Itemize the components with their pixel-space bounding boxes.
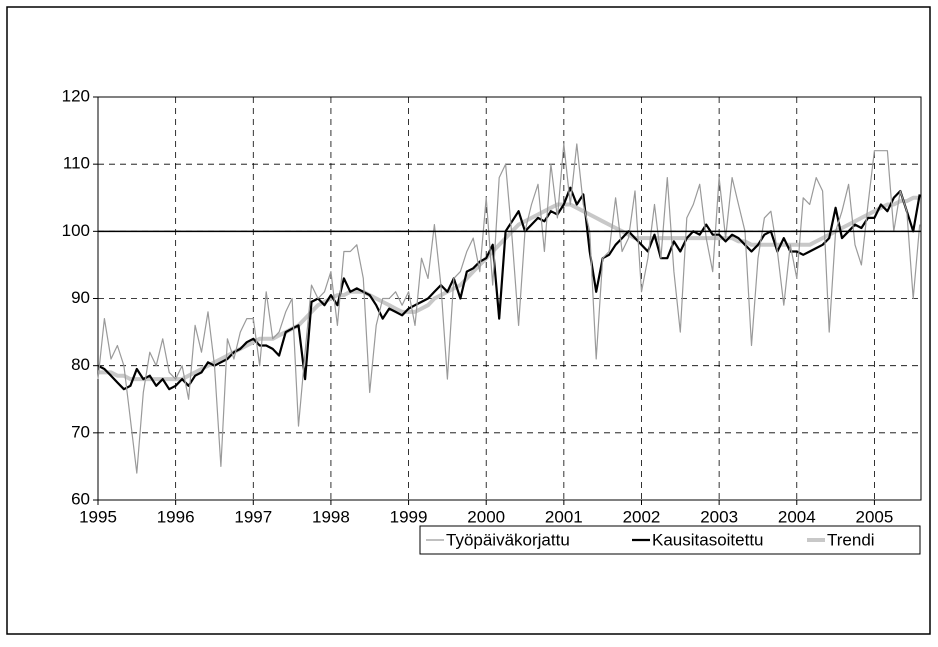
plot-frame xyxy=(97,96,922,501)
x-tick-label: 2005 xyxy=(856,507,894,526)
x-tick-label: 2002 xyxy=(623,507,661,526)
legend-label: Trendi xyxy=(827,530,875,549)
legend-box xyxy=(419,525,921,555)
legend-label: Työpäiväkorjattu xyxy=(446,530,570,549)
y-tick-label: 120 xyxy=(62,86,90,105)
y-tick-label: 70 xyxy=(71,422,90,441)
x-tick-label: 2001 xyxy=(545,507,583,526)
y-tick-label: 60 xyxy=(71,489,90,508)
series-line xyxy=(97,186,921,391)
x-tick-label: 1997 xyxy=(234,507,272,526)
y-tick-label: 110 xyxy=(63,154,90,173)
y-tick-label: 100 xyxy=(62,221,90,240)
x-tick-label: 1999 xyxy=(390,507,428,526)
y-tick-label: 80 xyxy=(71,355,90,374)
x-tick-label: 1998 xyxy=(312,507,350,526)
legend-label: Kausitasoitettu xyxy=(652,530,764,549)
x-tick-label: 2000 xyxy=(467,507,505,526)
x-tick-label: 1995 xyxy=(79,507,117,526)
series-line xyxy=(97,143,921,474)
x-tick-label: 2004 xyxy=(778,507,816,526)
x-tick-label: 1996 xyxy=(157,507,195,526)
x-tick-label: 2003 xyxy=(700,507,738,526)
y-tick-label: 90 xyxy=(71,288,90,307)
